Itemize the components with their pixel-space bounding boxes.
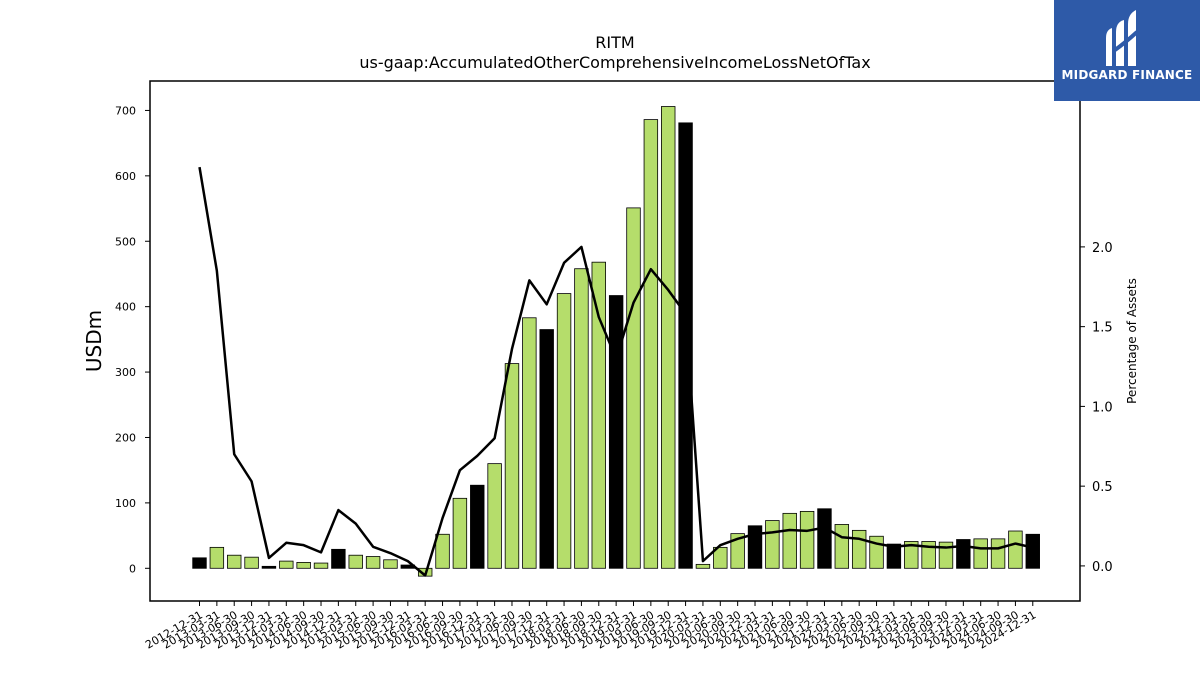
x-axis: 2012-12-312013-03-312013-06-302013-09-30… xyxy=(143,601,1038,652)
y-tick-label-400: 400 xyxy=(115,301,136,314)
bar-2022-03-31 xyxy=(834,524,850,569)
bar-2024-06-30 xyxy=(990,538,1006,569)
bar-2022-12-31 xyxy=(886,543,902,569)
y-tick-label-100: 100 xyxy=(115,497,136,510)
bar-2019-06-30 xyxy=(643,119,659,569)
brand-name: MIDGARD FINANCE xyxy=(1061,68,1193,82)
y2-axis-label: Percentage of Assets xyxy=(1125,278,1139,404)
bar-2018-03-31 xyxy=(556,293,572,569)
bar-2021-06-30 xyxy=(782,512,797,569)
chart-subtitle: us-gaap:AccumulatedOtherComprehensiveInc… xyxy=(359,53,870,72)
bar-2013-09-30 xyxy=(244,556,259,569)
bar-2017-03-31 xyxy=(487,463,502,569)
bar-2016-09-30 xyxy=(452,497,468,569)
bar-2013-12-31 xyxy=(261,565,277,569)
bar-2020-09-30 xyxy=(730,533,745,569)
bar-2018-12-31 xyxy=(608,295,624,569)
y-tick-label-700: 700 xyxy=(115,104,136,117)
bar-2012-12-31 xyxy=(192,557,207,569)
bar-2016-12-31 xyxy=(470,484,485,569)
bar-2014-06-30 xyxy=(296,562,311,569)
bar-2021-09-30 xyxy=(799,510,815,569)
y-tick-label-200: 200 xyxy=(115,431,136,444)
bar-2017-12-31 xyxy=(539,329,554,569)
bar-2015-06-30 xyxy=(365,556,381,569)
bar-2020-12-31 xyxy=(747,525,763,569)
y-axis-label: USDm xyxy=(82,310,106,372)
bar-2019-03-31 xyxy=(626,207,641,569)
y-tick-label-300: 300 xyxy=(115,366,136,379)
bar-2014-12-31 xyxy=(331,548,346,569)
bar-2013-03-31 xyxy=(209,546,225,569)
y-axis-right: 0.0 0.5 1.0 1.5 2.0 xyxy=(1080,241,1113,575)
bar-2020-06-30 xyxy=(713,546,728,569)
y2-tick-label-1: 0.5 xyxy=(1092,480,1113,495)
y2-tick-label-2: 1.0 xyxy=(1092,400,1113,415)
bar-2017-06-30 xyxy=(504,363,520,569)
bar-2022-06-30 xyxy=(851,529,867,569)
bar-2020-03-31 xyxy=(695,563,711,569)
chart-title: RITM xyxy=(595,33,634,52)
brand-logo: MIDGARD FINANCE xyxy=(1054,0,1200,101)
bar-2014-03-31 xyxy=(279,560,294,569)
bar-2023-09-30 xyxy=(938,541,954,569)
bar-2023-12-31 xyxy=(956,539,971,569)
bar-2015-03-31 xyxy=(348,554,363,569)
y-tick-label-500: 500 xyxy=(115,235,136,248)
bar-2016-06-30 xyxy=(435,533,450,569)
y2-tick-label-0: 0.0 xyxy=(1092,560,1113,575)
y-tick-label-0: 0 xyxy=(129,562,136,575)
bars-layer xyxy=(192,106,1040,577)
y-tick-label-600: 600 xyxy=(115,170,136,183)
bar-2024-09-30 xyxy=(1008,530,1023,569)
bar-2024-12-31 xyxy=(1025,533,1040,569)
line-layer xyxy=(198,166,1034,577)
y-axis-left: 0 100 200 300 400 500 600 700 xyxy=(115,104,150,575)
bar-2017-09-30 xyxy=(522,317,537,569)
bar-2021-12-31 xyxy=(817,508,832,569)
bar-2015-09-30 xyxy=(383,559,398,569)
bar-2021-03-31 xyxy=(765,520,780,569)
bar-2023-06-30 xyxy=(921,541,936,569)
bar-2018-06-30 xyxy=(574,268,589,569)
y2-tick-label-3: 1.5 xyxy=(1092,321,1113,336)
y2-tick-label-4: 2.0 xyxy=(1092,241,1113,256)
bar-2013-06-30 xyxy=(227,554,242,569)
bar-2014-09-30 xyxy=(313,562,329,569)
bar-2024-03-31 xyxy=(973,538,988,569)
bar-2019-12-31 xyxy=(678,122,693,569)
plot-frame xyxy=(149,80,1081,602)
series-line-percentage-of-assets xyxy=(198,166,1034,577)
chart-title-group: RITM us-gaap:AccumulatedOtherComprehensi… xyxy=(359,33,870,72)
bar-2019-09-30 xyxy=(661,106,676,569)
bar-2018-09-30 xyxy=(591,261,606,569)
bar-2023-03-31 xyxy=(904,541,919,569)
midgard-logo-icon xyxy=(1106,10,1139,66)
